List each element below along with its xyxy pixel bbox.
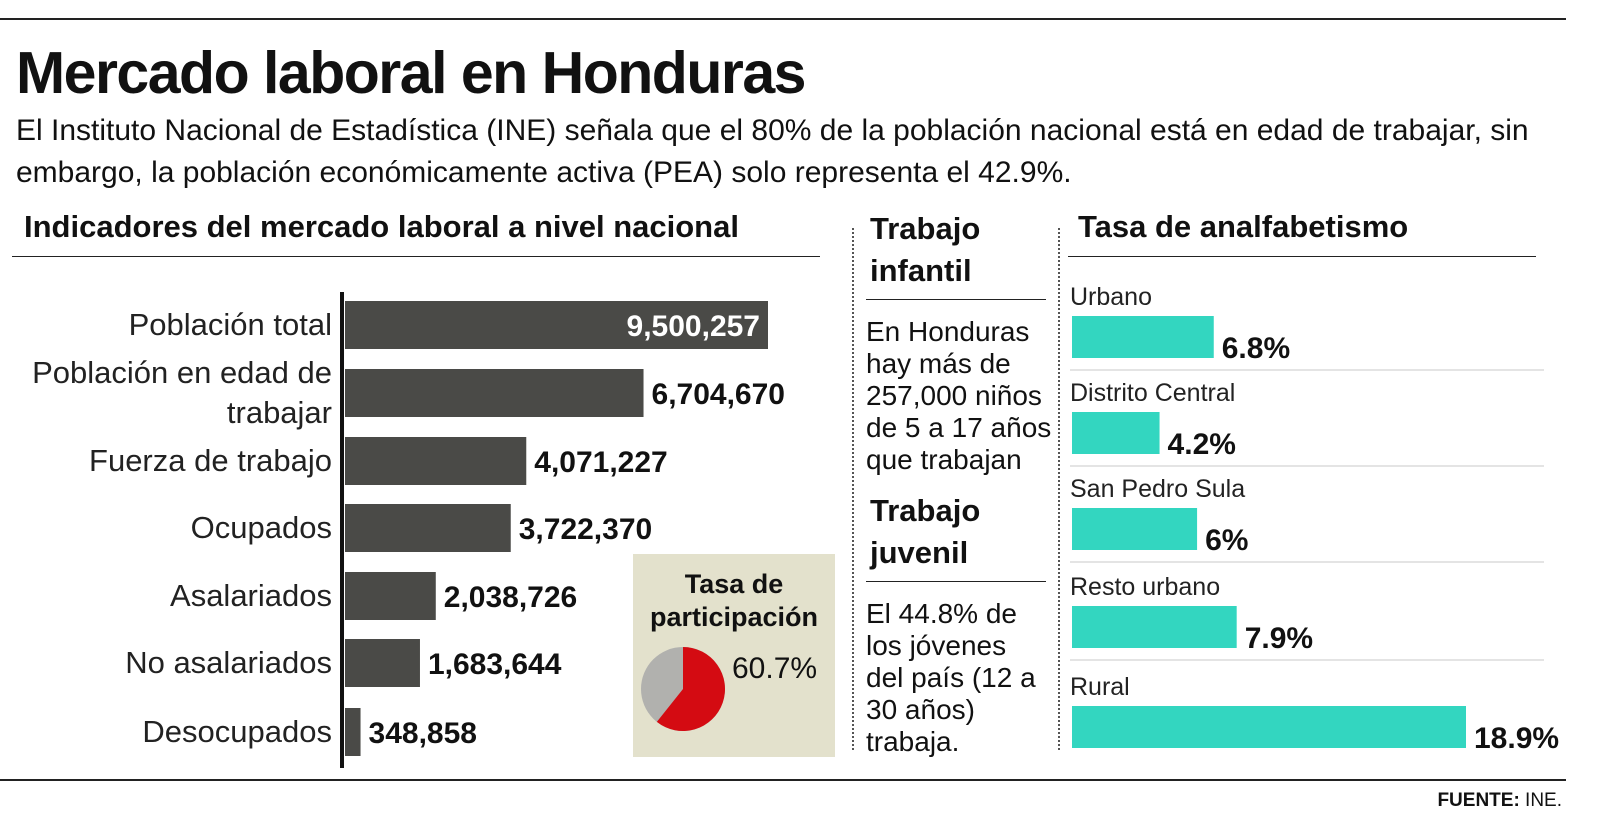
trabajo-infantil-text: En Honduras hay más de 257,000 niños de … [866,316,1052,475]
category-label-line: Asalariados [170,578,332,613]
analfabetismo-bar-4 [1072,606,1237,648]
trabajo-juvenil-heading: Trabajo juvenil [870,493,981,570]
bar-2 [345,369,644,417]
bottom-rule [0,779,1566,781]
value-label-1: 9,500,257 [627,310,760,343]
indicators-heading-rule [12,256,820,257]
analfabetismo-bar-2 [1072,412,1160,454]
analfabetismo-heading-rule [1068,256,1536,257]
category-label-6: No asalariados [125,645,332,680]
analfabetismo-value-1: 6.8% [1222,332,1290,365]
indicators-bar-chart: Población total 9,500,257 Población en eda… [32,292,785,768]
participation-value: 60.7% [732,652,818,685]
trabajo-infantil-rule [866,299,1046,300]
analfabetismo-label-1: Urbano [1070,283,1152,311]
divider-right [1058,228,1060,750]
trabajo-infantil-heading: Trabajo infantil [870,211,981,288]
category-label-line: Fuerza de trabajo [89,443,332,478]
top-rule [0,18,1566,20]
category-label-line: Ocupados [191,510,332,545]
page-title: Mercado laboral en Honduras [16,40,806,106]
source-label: FUENTE: [1437,790,1520,811]
value-label-2: 6,704,670 [652,378,785,411]
bar-1 [345,301,768,349]
category-label-4: Ocupados [191,510,332,545]
category-label-7: Desocupados [142,714,332,749]
value-label-5: 2,038,726 [444,581,577,614]
category-label-line: Población en edad de [32,355,332,390]
trabajo-juvenil-text: El 44.8% de los jóvenes del país (12 a 3… [866,598,1036,757]
category-label-line: No asalariados [125,645,332,680]
analfabetismo-value-2: 4.2% [1168,428,1236,461]
analfabetismo-value-4: 7.9% [1245,622,1313,655]
analfabetismo-label-5: Rural [1070,673,1130,701]
analfabetismo-bar-5 [1072,706,1466,748]
category-label-2: Población en edad de trabajar [32,355,332,430]
category-label-line: trabajar [227,395,332,430]
analfabetismo-bar-3 [1072,508,1198,550]
category-label-5: Asalariados [170,578,332,613]
bar-7 [345,708,361,756]
bar-6 [345,639,420,687]
analfabetismo-value-5: 18.9% [1474,722,1559,755]
pie-slice-participation [656,647,725,731]
analfabetismo-label-3: San Pedro Sula [1070,475,1245,503]
category-label-line: Población total [129,307,332,342]
source-note: FUENTE: INE. [1437,790,1562,812]
analfabetismo-bar-chart: Urbano 6.8% Distrito Central 4.2% San Pedro … [1070,283,1559,755]
analfabetismo-value-3: 6% [1205,524,1248,557]
category-label-3: Fuerza de trabajo [89,443,332,478]
analfabetismo-bar-1 [1072,316,1214,358]
analfabetismo-heading: Tasa de analfabetismo [1078,209,1409,244]
divider-left [852,228,854,750]
participation-title: Tasa de participación [649,569,819,632]
category-label-line: Desocupados [142,714,332,749]
indicators-heading: Indicadores del mercado laboral a nivel … [24,209,739,244]
subtitle: El Instituto Nacional de Estadística (IN… [16,114,1529,189]
source-value: INE. [1525,790,1562,811]
category-label-1: Población total [129,307,332,342]
value-label-6: 1,683,644 [428,648,562,681]
value-label-3: 4,071,227 [534,446,667,479]
trabajo-juvenil-rule [866,581,1046,582]
value-label-4: 3,722,370 [519,513,652,546]
bar-4 [345,504,511,552]
participation-pie [641,647,725,731]
analfabetismo-label-2: Distrito Central [1070,379,1235,407]
bar-3 [345,437,527,485]
analfabetismo-label-4: Resto urbano [1070,573,1220,601]
value-label-7: 348,858 [369,717,477,750]
bar-5 [345,572,436,620]
